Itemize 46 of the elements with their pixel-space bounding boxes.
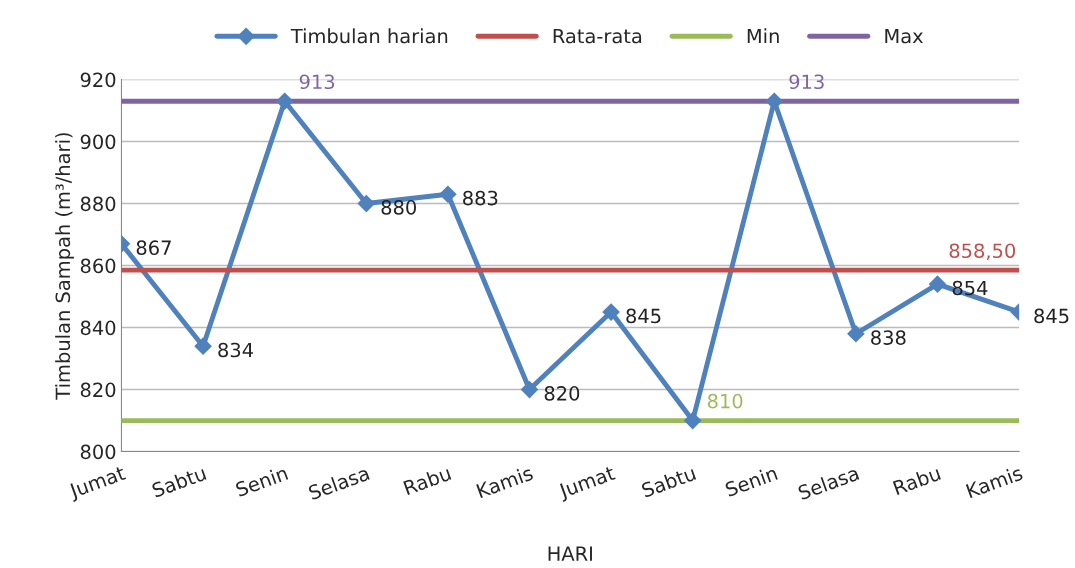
point — [847, 325, 865, 343]
y-tick-label: 880 — [80, 196, 116, 212]
point — [194, 337, 212, 355]
x-tick-label: Rabu — [892, 465, 941, 496]
y-tick-label: 840 — [80, 320, 116, 336]
x-tick-label: Kamis — [965, 465, 1024, 499]
point — [439, 185, 457, 203]
data-label: 845 — [626, 308, 661, 324]
x-tick-label: Kamis — [476, 465, 534, 499]
point — [357, 194, 375, 213]
legend-label: Rata-rata — [553, 28, 642, 44]
point — [276, 92, 294, 110]
point — [520, 381, 539, 399]
data-label: 845 — [1034, 308, 1069, 324]
point — [602, 303, 620, 321]
data-label: 883 — [463, 190, 498, 206]
data-label: 880 — [381, 200, 416, 215]
x-tick-label: Rabu — [403, 465, 452, 496]
x-tick-label: Sabtu — [151, 465, 207, 498]
y-tick-label: 800 — [80, 444, 116, 460]
x-tick-label: Sabtu — [640, 465, 697, 498]
data-label: 913 — [789, 74, 824, 90]
legend-label: Min — [747, 28, 779, 44]
data-label: 913 — [299, 74, 335, 90]
y-tick-label: 860 — [80, 258, 116, 274]
data-label: 858,50 — [949, 243, 1016, 261]
data-label: 810 — [707, 393, 743, 409]
x-axis-title: HARI — [548, 546, 592, 561]
y-tick-label: 900 — [80, 134, 116, 150]
data-label: 867 — [136, 240, 171, 256]
legend-label: Timbulan harian — [290, 28, 448, 44]
point — [928, 275, 947, 293]
point — [765, 92, 783, 110]
legend-label: Max — [885, 28, 924, 44]
y-axis-title: Timbulan Sampah (m³/hari) — [55, 133, 74, 400]
data-label: 820 — [544, 386, 580, 401]
x-tick-label: Senin — [724, 465, 778, 498]
point — [684, 412, 702, 430]
y-tick-label: 920 — [80, 72, 116, 88]
data-label: 834 — [218, 342, 253, 358]
x-tick-label: Senin — [234, 465, 289, 498]
data-label: 838 — [871, 330, 906, 345]
x-tick-label: Selasa — [797, 465, 860, 501]
x-tick-label: Selasa — [307, 465, 370, 501]
y-tick-label: 820 — [80, 382, 116, 398]
data-label: 854 — [952, 280, 988, 296]
